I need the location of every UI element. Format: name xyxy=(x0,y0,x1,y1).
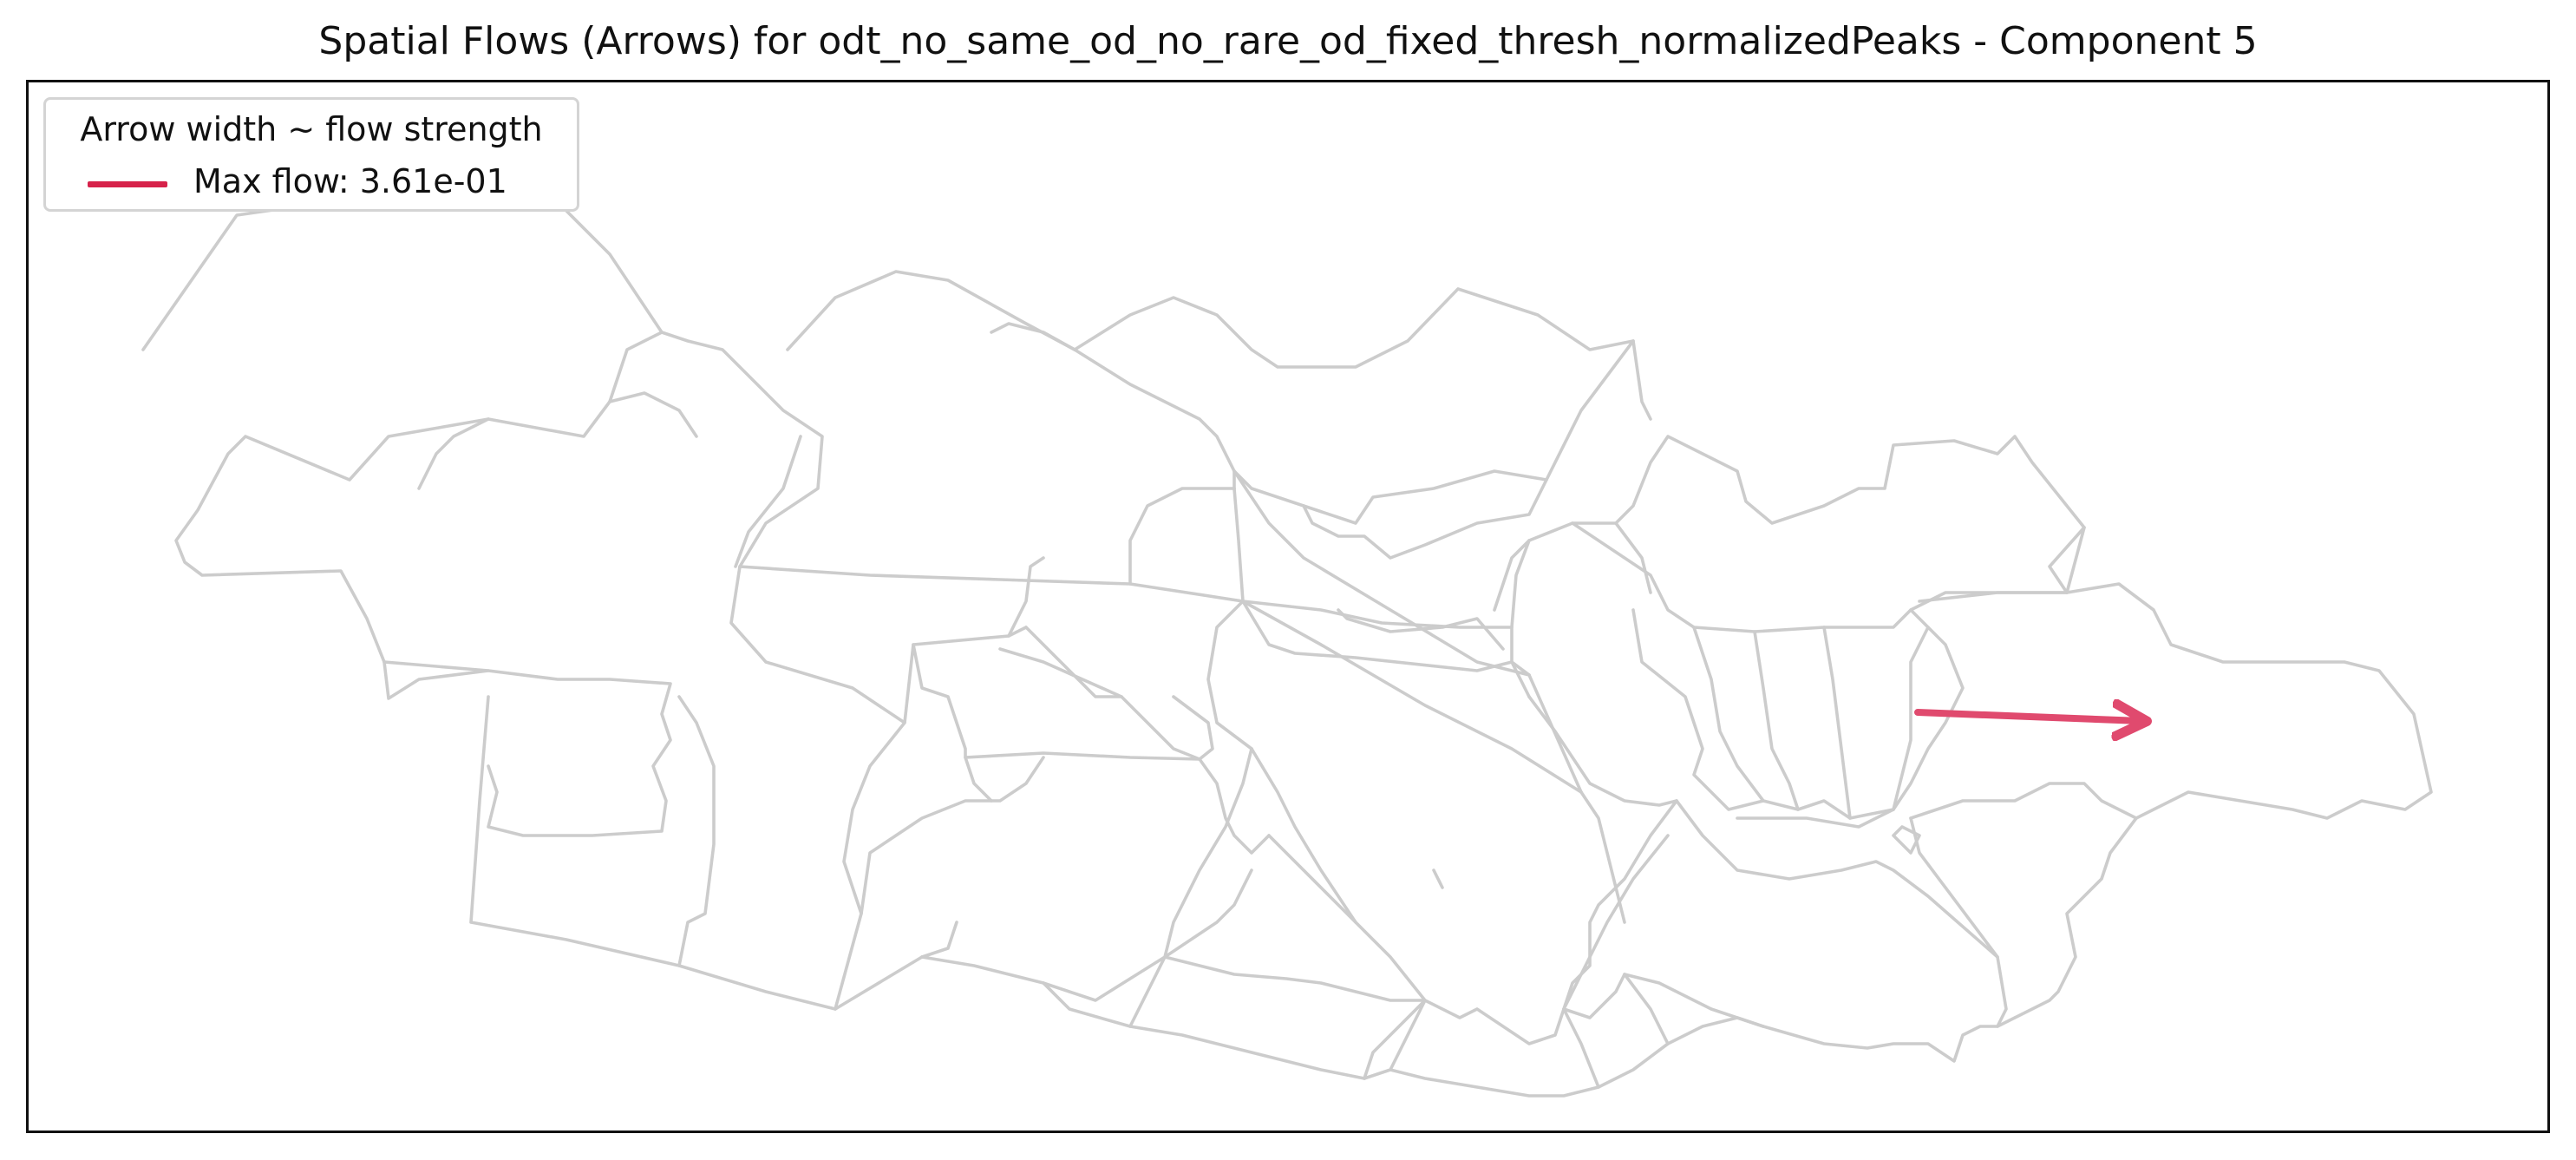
district-outline xyxy=(1432,868,1444,889)
legend: Arrow width ~ flow strength Max flow: 3.… xyxy=(43,97,579,212)
district-outline xyxy=(660,331,1028,724)
district-outline xyxy=(1042,981,1427,1080)
district-outline xyxy=(1753,630,1800,811)
district-outline xyxy=(1822,626,1852,820)
flow-arrow xyxy=(1914,712,2141,721)
district-outline xyxy=(786,270,1236,490)
district-outline xyxy=(1128,955,1167,1028)
district-outline xyxy=(998,647,1201,761)
district-outline xyxy=(469,695,716,967)
legend-title: Arrow width ~ flow strength xyxy=(80,110,543,148)
district-outline xyxy=(920,868,1253,1002)
district-outline xyxy=(1692,626,1765,803)
district-outline xyxy=(417,417,490,490)
figure-title: Spatial Flows (Arrows) for odt_no_same_o… xyxy=(318,19,2258,63)
district-outline xyxy=(990,322,1076,351)
district-outline xyxy=(1073,287,1652,421)
district-outline xyxy=(964,756,993,803)
district-outline xyxy=(734,435,802,568)
legend-line-swatch xyxy=(88,181,167,187)
district-outline xyxy=(1623,973,1670,1045)
flow-arrows xyxy=(1914,712,2141,721)
district-outlines xyxy=(141,131,2433,1098)
district-outline xyxy=(382,660,672,837)
district-outline xyxy=(1163,747,1253,959)
district-outline xyxy=(912,643,1214,761)
district-outline xyxy=(1579,790,1626,924)
map-frame xyxy=(26,80,2550,1133)
district-outline xyxy=(1631,608,1930,820)
district-outline xyxy=(1198,757,1271,855)
district-outline xyxy=(1909,816,1999,959)
district-outline xyxy=(1562,799,1999,1063)
district-outline xyxy=(1510,539,1531,698)
district-outline xyxy=(1562,834,1670,1011)
district-outline xyxy=(1206,600,1253,750)
district-outline xyxy=(1024,626,1123,698)
district-outline xyxy=(1250,747,1357,924)
district-map xyxy=(141,131,2433,1098)
district-outline xyxy=(1909,582,2433,820)
district-outline xyxy=(1892,825,1921,855)
district-outline xyxy=(2013,816,2138,1019)
district-outline xyxy=(2048,526,2086,594)
district-outline xyxy=(1527,673,1583,794)
district-outline xyxy=(1007,556,1045,638)
district-outline xyxy=(920,921,958,959)
district-outline xyxy=(1128,487,1236,586)
district-outline xyxy=(842,721,906,915)
district-outline xyxy=(1337,608,1505,651)
district-outline xyxy=(1232,339,1635,525)
district-outline xyxy=(141,131,664,700)
legend-entry-label: Max flow: 3.61e-01 xyxy=(193,162,507,200)
district-outline xyxy=(1389,1016,1765,1098)
district-outline xyxy=(1267,834,1566,1045)
district-outline xyxy=(1363,999,1427,1080)
district-outline xyxy=(1736,808,1895,829)
district-outline xyxy=(1232,487,1245,603)
district-outline xyxy=(1527,695,1678,807)
district-outline xyxy=(677,955,924,1011)
district-outline xyxy=(1614,521,1652,594)
district-outline xyxy=(1163,955,1427,1002)
district-outline xyxy=(1232,469,1531,677)
district-outline xyxy=(1493,435,2086,612)
district-outline xyxy=(1562,1007,1600,1089)
district-outline xyxy=(738,565,1514,629)
district-outline xyxy=(1892,608,1965,811)
district-outline xyxy=(608,391,698,438)
district-outline xyxy=(1241,600,1583,794)
district-outline xyxy=(1302,478,1548,560)
district-outline xyxy=(834,756,1045,1011)
district-outline xyxy=(1675,799,2017,1028)
